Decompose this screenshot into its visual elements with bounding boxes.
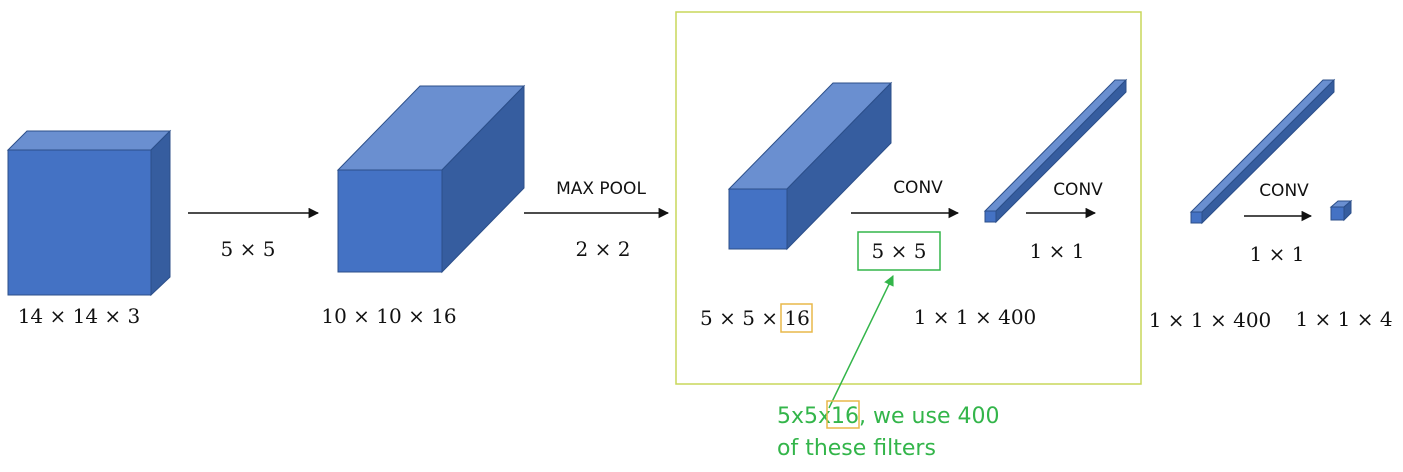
annotation-prefix: 5x5x	[777, 404, 831, 429]
volume-final-out	[1329, 199, 1353, 222]
volume-conv3-front	[1190, 211, 1203, 224]
volume-conv2-out	[983, 78, 1128, 224]
volume-input-top	[6, 130, 172, 151]
pool-out-dims-label: 5 × 5 × 16	[700, 306, 810, 330]
pool-size-label: 2 × 2	[576, 237, 631, 261]
annotation-highlight-box	[826, 400, 860, 429]
conv1-filter-label: 5 × 5	[221, 237, 276, 261]
volume-final-front	[1330, 206, 1345, 221]
volume-conv2-front	[984, 210, 997, 223]
pool-depth-highlight	[780, 303, 813, 333]
volume-pool-out	[727, 81, 893, 251]
volume-conv1-out	[336, 84, 526, 274]
volume-pool-front	[728, 188, 788, 250]
conv3-filter-label: 1 × 1	[1030, 239, 1085, 263]
volume-input-side	[150, 129, 171, 297]
conv1-out-dims-label: 10 × 10 × 16	[321, 304, 456, 328]
conv2-filter-label: 5 × 5	[872, 239, 927, 263]
conv2-label: CONV	[893, 178, 943, 198]
pool-out-depth: 16	[784, 306, 809, 330]
highlight-frame	[675, 11, 1142, 385]
volume-input	[6, 129, 172, 297]
annotation-line-1: 5x5x16, we use 400	[777, 404, 1000, 429]
volume-conv3-out	[1189, 78, 1336, 225]
annotation-highlight: 16,	[831, 404, 866, 429]
volume-conv1-front	[337, 169, 443, 273]
conv2-out-dims-label: 1 × 1 × 400	[914, 305, 1037, 329]
final-out-dims-label: 1 × 1 × 4	[1295, 307, 1392, 331]
conv4-label: CONV	[1259, 181, 1309, 201]
conv3-out-dims-label: 1 × 1 × 400	[1149, 308, 1272, 332]
volume-conv2-side	[995, 78, 1127, 224]
annotation-line-2: of these filters	[777, 436, 936, 461]
volume-input-front	[7, 149, 152, 296]
annotation-arrow	[828, 275, 894, 409]
pool-out-dims-prefix: 5 × 5 ×	[700, 306, 784, 330]
conv3-label: CONV	[1053, 180, 1103, 200]
conv4-filter-label: 1 × 1	[1250, 242, 1305, 266]
pool-label: MAX POOL	[556, 179, 646, 199]
volume-conv3-side	[1201, 78, 1335, 225]
input-dims-label: 14 × 14 × 3	[18, 304, 141, 328]
conv2-filter-box	[857, 231, 941, 271]
annotation-suffix: we use 400	[866, 404, 999, 429]
